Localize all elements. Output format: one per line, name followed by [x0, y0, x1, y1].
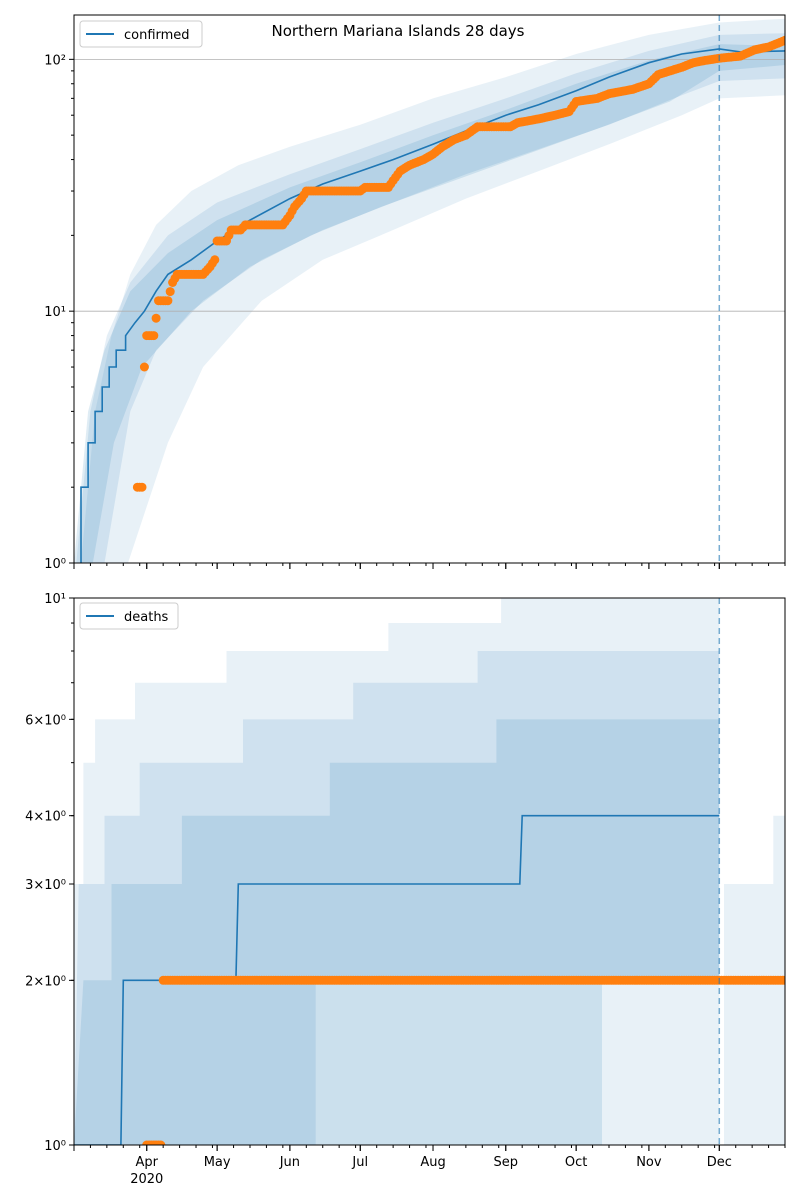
x-tick-label: May — [204, 1155, 231, 1170]
deaths-x-axis: Apr May Jun Jul Aug Sep Oct Nov Dec — [73, 1145, 786, 1170]
x-tick-label: Oct — [565, 1155, 587, 1170]
top-panel: 10⁰ 10¹ 10² Northern Mariana Islands 28 da… — [44, 14, 786, 572]
band-inner — [74, 719, 720, 1145]
observed-point — [165, 287, 175, 297]
y-tick-label: 3×10⁰ — [25, 878, 66, 893]
y-tick-label: 2×10⁰ — [25, 974, 66, 989]
band-inner — [74, 44, 785, 563]
x-tick-label: Dec — [707, 1155, 732, 1170]
year-label: 2020 — [130, 1172, 163, 1187]
y-tick-label: 10¹ — [44, 305, 66, 320]
x-tick-label: Jul — [351, 1155, 368, 1170]
deaths-y-axis: 10⁰ 2×10⁰ 3×10⁰ 4×10⁰ 6×10⁰ 10¹ — [25, 592, 74, 1154]
y-tick-label: 10⁰ — [44, 1139, 66, 1154]
legend-box — [79, 602, 179, 630]
x-tick-label: Aug — [420, 1155, 445, 1170]
y-tick-label: 10⁰ — [44, 557, 66, 572]
y-tick-label: 10¹ — [44, 592, 66, 607]
y-tick-label: 4×10⁰ — [25, 810, 66, 825]
observed-point — [780, 35, 785, 45]
legend-label: deaths — [124, 610, 169, 625]
deaths-legend: deaths — [79, 602, 179, 630]
band-outer — [74, 598, 720, 1145]
observed-point — [137, 482, 147, 492]
x-tick-label: Jun — [279, 1155, 300, 1170]
confirmed-uncertainty-bands — [74, 18, 785, 563]
deaths-axes-frame — [73, 597, 786, 1146]
observed-point — [163, 296, 173, 306]
observed-point — [151, 313, 161, 323]
observed-point — [149, 331, 159, 341]
observed-point — [780, 975, 785, 985]
legend-box — [79, 20, 203, 48]
chart-title: Northern Mariana Islands 28 days — [272, 22, 525, 40]
band-middle — [74, 651, 720, 1145]
observed-point — [210, 255, 220, 265]
confirmed-series — [80, 35, 785, 563]
band-middle — [76, 33, 785, 563]
median-line-confirmed — [80, 48, 785, 563]
observed-point — [156, 1140, 166, 1145]
band-outer — [81, 18, 785, 563]
confirmed-y-axis: 10⁰ 10¹ 10² — [44, 53, 74, 572]
y-tick-label: 6×10⁰ — [25, 713, 66, 728]
y-tick-label: 10² — [44, 53, 66, 68]
x-tick-label: Apr — [135, 1155, 158, 1170]
observed-point — [139, 362, 149, 372]
x-tick-label: Nov — [636, 1155, 662, 1170]
deaths-uncertainty-bands — [74, 598, 785, 1145]
x-tick-label: Sep — [494, 1155, 519, 1170]
confirmed-axes-frame — [73, 14, 786, 564]
confirmed-gridlines — [74, 58, 785, 312]
confirmed-legend: confirmed — [79, 20, 203, 48]
legend-label: confirmed — [124, 28, 190, 43]
deaths-series — [74, 814, 785, 1145]
confirmed-x-axis — [73, 563, 786, 569]
median-line-deaths — [74, 814, 720, 1145]
